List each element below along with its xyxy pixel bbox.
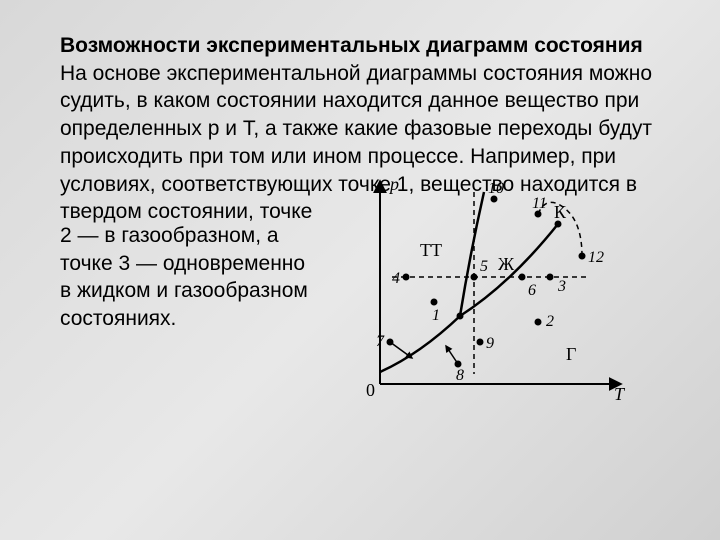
phase-diagram: 123456789101112 ТТ Ж Г К p T 0 [350, 174, 640, 414]
diagram-svg: 123456789101112 ТТ Ж Г К p T 0 [350, 174, 640, 414]
point-5 [471, 274, 478, 281]
line-3: точке 3 — одновременно [60, 252, 305, 275]
arrow-0 [390, 342, 412, 358]
point-6 [519, 274, 526, 281]
bottom-row: 2 — в газообразном, а точке 3 — одноврем… [60, 222, 660, 414]
point-label-9: 9 [486, 335, 494, 352]
point-label-7: 7 [376, 333, 385, 350]
point-label-2: 2 [546, 313, 554, 330]
line-5: состояниях. [60, 307, 176, 330]
point-label-12: 12 [588, 249, 604, 266]
point-1 [431, 299, 438, 306]
point-9 [477, 339, 484, 346]
x-axis-label: T [614, 384, 626, 404]
y-axis-label: p [388, 174, 399, 194]
point-label-10: 10 [488, 180, 504, 197]
line-2: 2 — в газообразном, а [60, 224, 279, 247]
triple-point [457, 313, 464, 320]
point-7 [387, 339, 394, 346]
point-label-11: 11 [532, 195, 547, 212]
left-column-text: 2 — в газообразном, а точке 3 — одноврем… [60, 222, 340, 333]
point-2 [535, 319, 542, 326]
point-12 [579, 253, 586, 260]
title: Возможности экспериментальных диаграмм с… [60, 34, 643, 57]
line-4: в жидком и газообразном [60, 279, 308, 302]
region-liquid-label: Ж [498, 254, 515, 274]
point-label-1: 1 [432, 307, 440, 324]
point-label-8: 8 [456, 367, 464, 384]
melting-curve [460, 192, 484, 316]
region-solid-label: ТТ [420, 240, 442, 260]
point-label-4: 4 [392, 270, 400, 287]
point-4 [403, 274, 410, 281]
critical-point-label: К [554, 202, 567, 222]
region-gas-label: Г [566, 344, 576, 364]
origin-label: 0 [366, 380, 375, 400]
point-label-3: 3 [557, 278, 566, 295]
point-label-6: 6 [528, 282, 536, 299]
point-3 [547, 274, 554, 281]
slide-content: Возможности экспериментальных диаграмм с… [0, 0, 720, 444]
point-label-5: 5 [480, 258, 488, 275]
